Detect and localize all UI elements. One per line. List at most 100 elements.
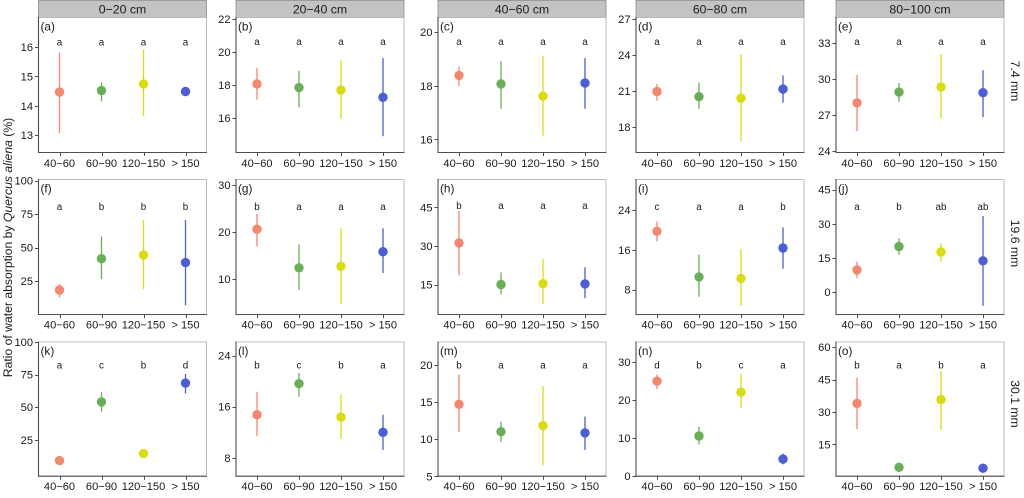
svg-text:b: b bbox=[141, 360, 147, 371]
svg-text:40−60: 40−60 bbox=[841, 319, 872, 331]
svg-text:40−60: 40−60 bbox=[841, 158, 872, 170]
svg-text:120−150: 120−150 bbox=[919, 158, 963, 170]
svg-text:120−150: 120−150 bbox=[122, 319, 166, 331]
svg-text:a: a bbox=[980, 360, 986, 371]
svg-text:b: b bbox=[254, 202, 260, 213]
svg-text:a: a bbox=[456, 37, 462, 48]
svg-text:50: 50 bbox=[21, 243, 33, 255]
svg-text:30: 30 bbox=[420, 241, 432, 253]
svg-text:120−150: 120−150 bbox=[521, 481, 565, 493]
svg-text:c: c bbox=[99, 360, 104, 371]
svg-text:> 150: > 150 bbox=[571, 158, 599, 170]
svg-text:60−90: 60−90 bbox=[86, 319, 117, 331]
svg-text:a: a bbox=[938, 37, 944, 48]
svg-text:(o): (o) bbox=[838, 344, 852, 358]
svg-text:c: c bbox=[739, 360, 744, 371]
svg-text:120−150: 120−150 bbox=[521, 158, 565, 170]
svg-text:33: 33 bbox=[818, 38, 830, 50]
svg-text:45: 45 bbox=[420, 202, 432, 214]
svg-text:> 150: > 150 bbox=[369, 319, 397, 331]
svg-text:ab: ab bbox=[936, 202, 947, 213]
svg-text:13: 13 bbox=[21, 130, 33, 142]
svg-text:60−90: 60−90 bbox=[683, 158, 714, 170]
svg-text:60−90: 60−90 bbox=[485, 158, 516, 170]
svg-text:a: a bbox=[896, 37, 902, 48]
svg-text:30: 30 bbox=[818, 219, 830, 231]
svg-text:60−90: 60−90 bbox=[86, 158, 117, 170]
svg-text:> 150: > 150 bbox=[969, 158, 997, 170]
svg-text:20: 20 bbox=[420, 360, 432, 372]
svg-text:a: a bbox=[99, 38, 105, 49]
svg-text:a: a bbox=[338, 202, 344, 213]
svg-text:8: 8 bbox=[624, 285, 630, 297]
svg-text:60−90: 60−90 bbox=[485, 319, 516, 331]
svg-text:a: a bbox=[296, 37, 302, 48]
svg-text:0−20 cm: 0−20 cm bbox=[99, 2, 147, 16]
svg-text:60−90: 60−90 bbox=[283, 158, 314, 170]
svg-text:a: a bbox=[582, 201, 588, 212]
svg-text:a: a bbox=[338, 37, 344, 48]
svg-text:b: b bbox=[938, 360, 944, 371]
svg-text:21: 21 bbox=[618, 86, 630, 98]
svg-text:27: 27 bbox=[818, 110, 830, 122]
svg-text:80−100 cm: 80−100 cm bbox=[889, 2, 950, 16]
svg-text:120−150: 120−150 bbox=[521, 319, 565, 331]
svg-text:40−60: 40−60 bbox=[44, 158, 75, 170]
svg-text:a: a bbox=[141, 38, 147, 49]
svg-text:(c): (c) bbox=[440, 20, 454, 34]
svg-text:16: 16 bbox=[21, 42, 33, 54]
svg-text:a: a bbox=[980, 37, 986, 48]
svg-text:a: a bbox=[582, 360, 588, 371]
svg-text:20−40 cm: 20−40 cm bbox=[293, 2, 347, 16]
svg-text:(i): (i) bbox=[638, 182, 649, 196]
svg-text:a: a bbox=[780, 37, 786, 48]
svg-text:(a): (a) bbox=[41, 20, 55, 34]
svg-text:ab: ab bbox=[978, 202, 989, 213]
svg-text:b: b bbox=[456, 201, 462, 212]
svg-text:40−60: 40−60 bbox=[443, 158, 474, 170]
svg-text:(j): (j) bbox=[838, 182, 849, 196]
svg-text:b: b bbox=[338, 360, 344, 371]
svg-text:120−150: 120−150 bbox=[122, 158, 166, 170]
svg-text:a: a bbox=[254, 37, 260, 48]
svg-text:a: a bbox=[696, 202, 702, 213]
svg-text:16: 16 bbox=[218, 402, 230, 414]
svg-text:> 150: > 150 bbox=[369, 481, 397, 493]
svg-text:10: 10 bbox=[618, 433, 630, 445]
svg-text:d: d bbox=[183, 360, 188, 371]
svg-text:15: 15 bbox=[420, 397, 432, 409]
svg-text:30: 30 bbox=[818, 407, 830, 419]
svg-text:15: 15 bbox=[818, 253, 830, 265]
svg-text:b: b bbox=[896, 202, 902, 213]
svg-text:40−60: 40−60 bbox=[44, 319, 75, 331]
svg-text:18: 18 bbox=[218, 80, 230, 92]
svg-text:18: 18 bbox=[618, 122, 630, 134]
svg-text:20: 20 bbox=[218, 47, 230, 59]
svg-text:a: a bbox=[540, 360, 546, 371]
svg-text:100: 100 bbox=[14, 176, 33, 188]
svg-text:> 150: > 150 bbox=[571, 319, 599, 331]
svg-text:(k): (k) bbox=[41, 344, 55, 358]
svg-text:> 150: > 150 bbox=[571, 481, 599, 493]
svg-text:40−60: 40−60 bbox=[241, 481, 272, 493]
svg-text:60−90: 60−90 bbox=[683, 481, 714, 493]
svg-text:a: a bbox=[57, 202, 63, 213]
svg-text:a: a bbox=[540, 201, 546, 212]
svg-text:8: 8 bbox=[224, 453, 230, 465]
svg-text:120−150: 120−150 bbox=[719, 481, 763, 493]
svg-text:30: 30 bbox=[818, 74, 830, 86]
svg-text:(e): (e) bbox=[838, 20, 852, 34]
svg-text:> 150: > 150 bbox=[369, 158, 397, 170]
svg-text:22: 22 bbox=[218, 14, 230, 26]
svg-text:14: 14 bbox=[21, 101, 33, 113]
svg-text:24: 24 bbox=[218, 351, 230, 363]
svg-text:40−60: 40−60 bbox=[241, 158, 272, 170]
svg-text:b: b bbox=[696, 360, 702, 371]
svg-text:a: a bbox=[540, 37, 546, 48]
svg-text:7.4 mm: 7.4 mm bbox=[1008, 61, 1022, 102]
svg-text:> 150: > 150 bbox=[969, 319, 997, 331]
svg-text:60−80 cm: 60−80 cm bbox=[693, 2, 747, 16]
svg-text:c: c bbox=[655, 202, 660, 213]
svg-text:d: d bbox=[654, 360, 659, 371]
svg-text:40−60 cm: 40−60 cm bbox=[495, 2, 549, 16]
